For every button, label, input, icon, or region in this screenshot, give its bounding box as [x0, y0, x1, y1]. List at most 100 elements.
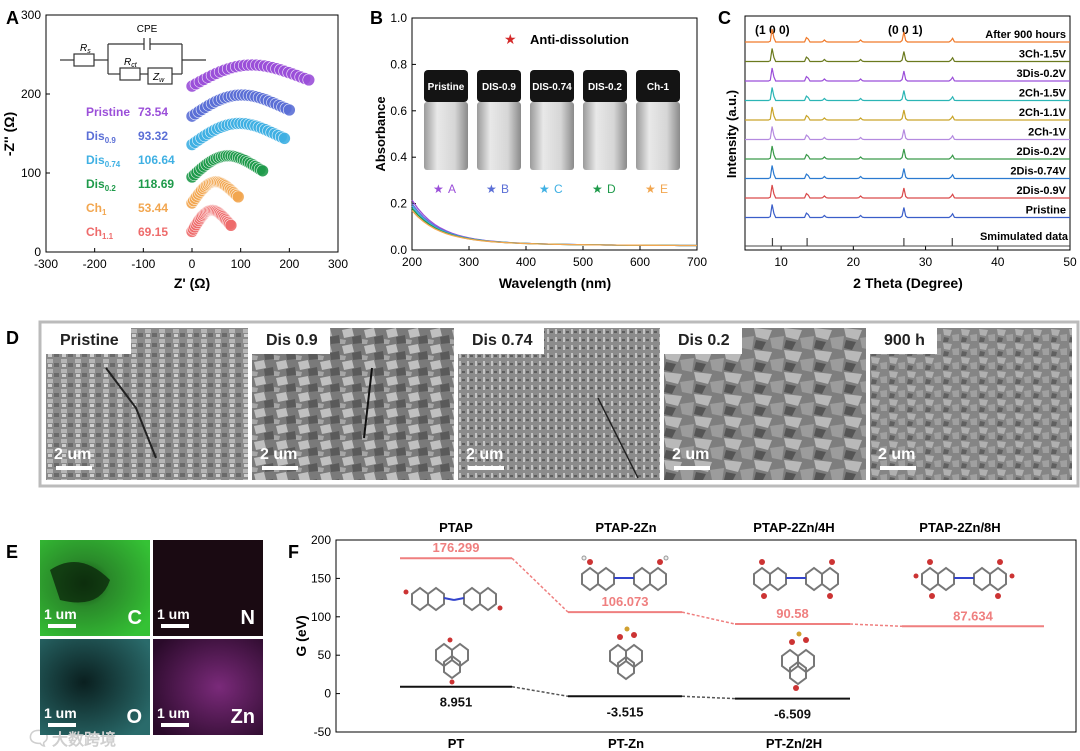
y-tick-label: 0.6	[390, 104, 407, 118]
y-tick-label: 0.0	[390, 243, 407, 257]
anti-dissolution-label: Anti-dissolution	[530, 32, 629, 47]
data-point	[256, 164, 269, 178]
marker-star: ★	[486, 182, 497, 196]
energy-value-upper: 90.58	[776, 606, 809, 621]
energy-value-upper: 176.299	[433, 540, 480, 555]
energy-value-lower: 8.951	[440, 695, 473, 710]
marker-star: ★	[433, 182, 444, 196]
xrd-series-label: Smimulated data	[980, 231, 1069, 243]
species-label-bottom: PT-Zn/2H	[766, 736, 822, 751]
y-tick-label: 300	[21, 8, 41, 22]
legend-series-name: Ch1.1	[86, 225, 114, 241]
panel-label-d: D	[6, 328, 19, 348]
species-label-bottom: PT-Zn	[608, 736, 644, 751]
element-label: O	[126, 706, 142, 728]
xrd-pattern: Smimulated data	[745, 231, 1070, 247]
panel-c-xrd-plot: 10 20 30 40 50 2 Theta (Degree) Intensity (a…	[724, 15, 1077, 291]
xrd-line	[745, 204, 1070, 219]
eds-map-o: O 1 um	[40, 639, 150, 735]
energy-value-lower: -6.509	[774, 707, 811, 722]
absorbance-line	[411, 199, 697, 247]
sem-image-dis-0-9: Dis 0.9 2 um	[252, 328, 454, 480]
legend-series-value: 73.54	[138, 105, 168, 119]
scale-bar	[468, 466, 504, 470]
element-label: N	[240, 607, 255, 629]
xrd-line	[745, 87, 1070, 102]
map-texture	[40, 639, 150, 735]
sem-label: Dis 0.2	[664, 328, 742, 354]
connector-upper	[681, 611, 736, 625]
panel-b-absorbance-plot: 200 300 400 500 600 700 0.0 0.2 0.4 0.6 0.8 1.0 Wa…	[373, 11, 707, 291]
scale-text: 1 um	[44, 705, 77, 721]
x-tick-label: 40	[991, 255, 1005, 269]
connector-lower	[511, 685, 569, 698]
element-label: C	[127, 607, 142, 629]
scale-text: 1 um	[157, 606, 190, 622]
energy-value-lower: -3.515	[607, 704, 644, 719]
xrd-pattern: 2Dis-0.2V	[745, 145, 1070, 160]
species-label-bottom: PT	[448, 736, 465, 751]
vial: DIS-0.9	[477, 70, 521, 170]
xrd-pattern: 3Ch-1.5V	[745, 48, 1070, 63]
xrd-line	[745, 106, 1070, 121]
legend-series-value: 118.69	[138, 177, 174, 191]
y-tick-label: 0.2	[390, 197, 407, 211]
connector-lower	[681, 695, 736, 700]
x-tick-label: 20	[847, 255, 861, 269]
xrd-pattern: 2Ch-1.1V	[745, 106, 1070, 121]
marker-label: D	[607, 182, 616, 196]
vial-cap	[636, 70, 680, 102]
species-label-top: PTAP-2Zn	[595, 520, 656, 535]
xrd-line	[745, 145, 1070, 160]
sem-image-900h: 900 h 2 um	[870, 328, 1072, 480]
nyquist-series	[185, 117, 291, 151]
x-tick-label: 600	[630, 255, 650, 269]
xrd-pattern: 2Dis-0.74V	[745, 165, 1070, 180]
scale-bar	[161, 723, 189, 727]
marker-label: C	[554, 182, 563, 196]
data-point	[283, 103, 296, 117]
vial-label: Pristine	[428, 82, 465, 93]
vial: DIS-0.74	[530, 70, 574, 170]
scale-bar	[161, 624, 189, 628]
panel-label-f: F	[288, 542, 299, 562]
xrd-series-label: 2Ch-1.1V	[1019, 107, 1067, 119]
vial-cap	[583, 70, 627, 102]
legend-series-name: Ch1	[86, 201, 107, 217]
panel-b-ylabel: Absorbance	[373, 96, 388, 171]
x-tick-label: 200	[402, 255, 422, 269]
scale-text: 1 um	[157, 705, 190, 721]
marker-label: A	[448, 182, 456, 196]
scale-text: 2 um	[672, 446, 710, 463]
vial: Pristine	[424, 70, 468, 170]
x-tick-label: 700	[687, 255, 707, 269]
y-tick-label: 0	[324, 687, 331, 701]
sem-label: Pristine	[46, 328, 131, 354]
panel-b-xlabel: Wavelength (nm)	[499, 275, 611, 291]
xrd-series-label: 3Dis-0.2V	[1016, 68, 1066, 80]
scale-bar	[262, 466, 298, 470]
panel-label-a: A	[6, 8, 19, 28]
scale-text: 1 um	[44, 606, 77, 622]
xrd-line	[745, 48, 1070, 63]
xrd-series-label: After 900 hours	[985, 29, 1066, 41]
y-tick-label: 0.8	[390, 57, 407, 71]
y-tick-label: 1.0	[390, 11, 407, 25]
sem-image-dis-0-2: Dis 0.2 2 um	[664, 328, 866, 480]
y-tick-label: 50	[318, 648, 332, 662]
panel-f-ylabel: G (eV)	[293, 615, 309, 656]
sem-image-dis-0-74: Dis 0.74 2 um	[458, 328, 660, 480]
x-tick-label: -100	[131, 257, 155, 271]
panel-a-xlabel: Z' (Ω)	[174, 275, 210, 291]
xrd-series-label: 2Dis-0.9V	[1016, 185, 1066, 197]
legend-series-value: 69.15	[138, 225, 168, 239]
peak-label-001: (0 0 1)	[888, 23, 923, 37]
rct-label: Rct	[124, 57, 138, 69]
molecule-ptap-2zn	[581, 555, 669, 592]
equivalent-circuit	[60, 38, 206, 85]
marker-label: E	[660, 182, 668, 196]
vial-body	[636, 102, 680, 170]
eds-map-zn: Zn 1 um	[153, 639, 263, 735]
marker-label: B	[501, 182, 509, 196]
x-tick-label: 30	[919, 255, 933, 269]
